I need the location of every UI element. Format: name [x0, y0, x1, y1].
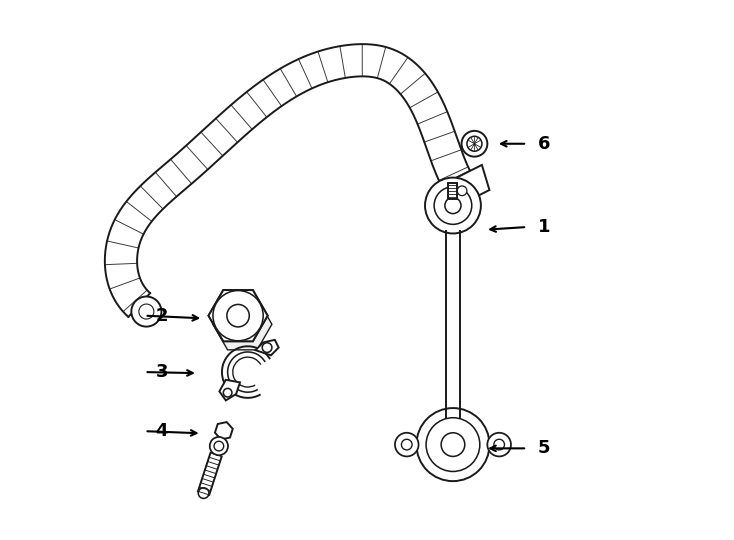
Text: 6: 6: [538, 135, 550, 153]
Circle shape: [425, 178, 481, 233]
Polygon shape: [219, 380, 240, 401]
Circle shape: [139, 304, 154, 319]
Circle shape: [416, 408, 490, 481]
Circle shape: [457, 186, 467, 195]
Circle shape: [395, 433, 418, 456]
Polygon shape: [255, 340, 279, 355]
Circle shape: [467, 136, 482, 151]
Circle shape: [213, 291, 264, 341]
Polygon shape: [429, 165, 490, 212]
Circle shape: [223, 388, 232, 397]
Circle shape: [426, 418, 480, 471]
Circle shape: [198, 488, 209, 498]
Text: 5: 5: [538, 440, 550, 457]
Polygon shape: [198, 453, 222, 495]
Circle shape: [434, 187, 472, 224]
Polygon shape: [448, 183, 457, 199]
Polygon shape: [208, 290, 268, 341]
Circle shape: [445, 198, 461, 214]
Circle shape: [213, 291, 264, 341]
Circle shape: [227, 305, 250, 327]
Circle shape: [227, 305, 250, 327]
Circle shape: [494, 439, 504, 450]
Circle shape: [262, 343, 272, 353]
Polygon shape: [215, 422, 233, 440]
Polygon shape: [213, 299, 272, 350]
Text: 1: 1: [538, 218, 550, 236]
Text: 2: 2: [156, 307, 168, 325]
Polygon shape: [208, 290, 268, 341]
Circle shape: [131, 296, 161, 327]
Text: 3: 3: [156, 363, 168, 381]
Polygon shape: [105, 44, 470, 317]
Circle shape: [441, 433, 465, 456]
Circle shape: [487, 433, 511, 456]
Text: 4: 4: [156, 422, 168, 440]
Circle shape: [214, 441, 224, 451]
Circle shape: [210, 437, 228, 455]
Circle shape: [219, 298, 256, 334]
Circle shape: [462, 131, 487, 157]
Circle shape: [401, 439, 412, 450]
